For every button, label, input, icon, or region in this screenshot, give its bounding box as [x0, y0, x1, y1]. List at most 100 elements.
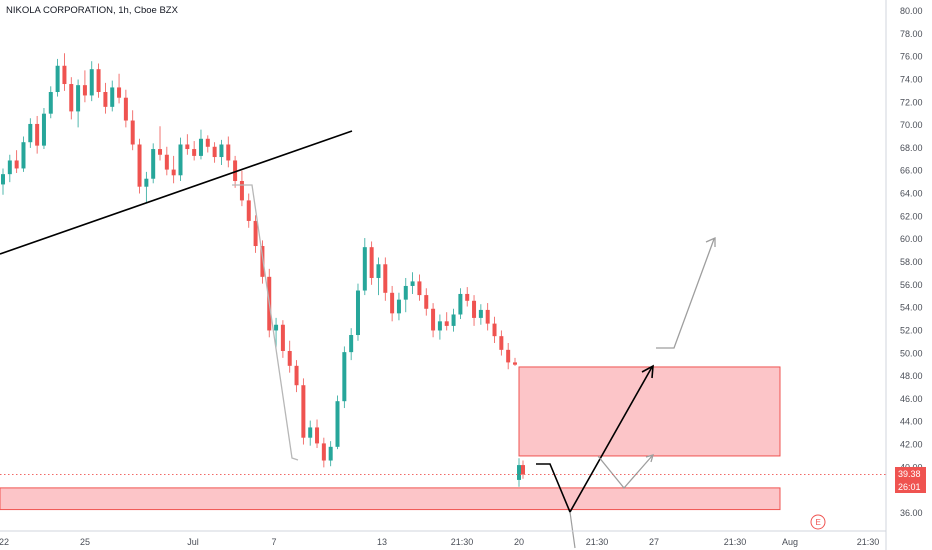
gray-arrow-head-2 [705, 236, 716, 247]
candle [239, 170, 244, 207]
price-tick-label: 42.00 [900, 440, 923, 450]
candle-body [96, 69, 101, 93]
price-tick-label: 60.00 [900, 234, 923, 244]
gray-projection-path-1[interactable] [597, 455, 653, 490]
price-tick-label: 76.00 [900, 52, 923, 62]
candle [205, 135, 210, 153]
black-projection-path[interactable] [536, 366, 653, 514]
candle-body [144, 178, 149, 187]
price-tick-label: 48.00 [900, 371, 923, 381]
gray-projection-path-2[interactable] [656, 238, 715, 349]
black-projection-tail [569, 511, 576, 549]
candle [130, 110, 135, 151]
earnings-marker-label: E [816, 518, 821, 527]
time-axis[interactable]: 22 25 Jul 7 13 21:30 20 21:30 27 21:30 Aug 21:30 [0, 537, 879, 547]
last-price-value: 39.38 [898, 469, 921, 479]
candle [41, 107, 46, 150]
price-axis[interactable]: 36.0038.0040.0042.0044.0046.0048.0050.00… [900, 6, 923, 518]
candle-body [137, 144, 142, 187]
price-tick-label: 54.00 [900, 303, 923, 313]
candle-body [76, 85, 81, 112]
candle-body [158, 149, 163, 155]
candle-body [185, 144, 190, 150]
candle [492, 316, 497, 344]
countdown-value: 26:01 [898, 482, 921, 492]
candle [158, 126, 163, 161]
candle-body [362, 247, 367, 291]
candle [110, 80, 115, 112]
last-price-badge [895, 467, 926, 480]
candle [465, 287, 470, 307]
candle [308, 420, 313, 446]
candle-body [198, 138, 203, 156]
candle-body [335, 401, 340, 447]
drop-projection-line[interactable] [232, 184, 299, 461]
candle [164, 146, 169, 176]
price-tick-label: 36.00 [900, 508, 923, 518]
candle [7, 154, 12, 183]
candle [342, 346, 347, 409]
candle-body [226, 144, 231, 161]
candle-body [48, 92, 53, 114]
candle [171, 155, 176, 184]
earnings-marker[interactable]: E [810, 514, 826, 530]
candle-body [465, 293, 470, 301]
candle-body [294, 365, 299, 386]
time-tick-label: 21:30 [724, 537, 747, 547]
candle-body [41, 113, 46, 146]
price-tick-label: 68.00 [900, 143, 923, 153]
candle-body [164, 154, 169, 170]
price-tick-label: 80.00 [900, 6, 923, 16]
candle [76, 79, 81, 128]
candle [485, 303, 490, 331]
candle [294, 360, 299, 393]
price-tick-label: 46.00 [900, 394, 923, 404]
candle [219, 139, 224, 166]
candle-body [417, 281, 422, 296]
candle-body [110, 87, 115, 107]
candle [117, 73, 122, 104]
price-tick-label: 66.00 [900, 166, 923, 176]
support-trendline[interactable] [0, 130, 353, 255]
lower-demand-zone[interactable] [0, 487, 781, 511]
candle [517, 458, 521, 487]
candle [403, 277, 408, 313]
candle [301, 378, 306, 445]
candle [451, 308, 456, 332]
candle [280, 320, 285, 358]
candle-body [410, 281, 415, 286]
candle-body [437, 321, 442, 331]
candle-body [280, 324, 285, 351]
candle-body [376, 264, 381, 278]
candle [14, 150, 19, 174]
candle-body [328, 446, 333, 461]
candle-body [219, 144, 224, 158]
price-tick-label: 50.00 [900, 348, 923, 358]
candle-body [315, 427, 320, 444]
upper-supply-zone[interactable] [518, 366, 781, 457]
candle-body [390, 292, 395, 314]
candle-body [192, 149, 197, 156]
price-tick-label: 72.00 [900, 97, 923, 107]
price-badges: 39.38 26:01 [895, 467, 926, 493]
candle [376, 257, 381, 296]
drawings-layer [0, 130, 716, 549]
candle-body [212, 146, 217, 158]
candle-body [239, 180, 244, 201]
candle [48, 86, 53, 119]
candle [390, 285, 395, 322]
candles-layer [1, 53, 525, 487]
candle-body [485, 309, 490, 324]
candle [287, 340, 292, 373]
candle [506, 343, 511, 370]
candle-body [274, 324, 279, 331]
candle [396, 292, 401, 321]
candle-body [478, 309, 483, 318]
candle-body [458, 293, 463, 315]
candle [55, 58, 60, 97]
candle [431, 303, 436, 338]
candle-body [321, 443, 326, 461]
candle [355, 283, 360, 341]
candle-body [499, 336, 504, 350]
